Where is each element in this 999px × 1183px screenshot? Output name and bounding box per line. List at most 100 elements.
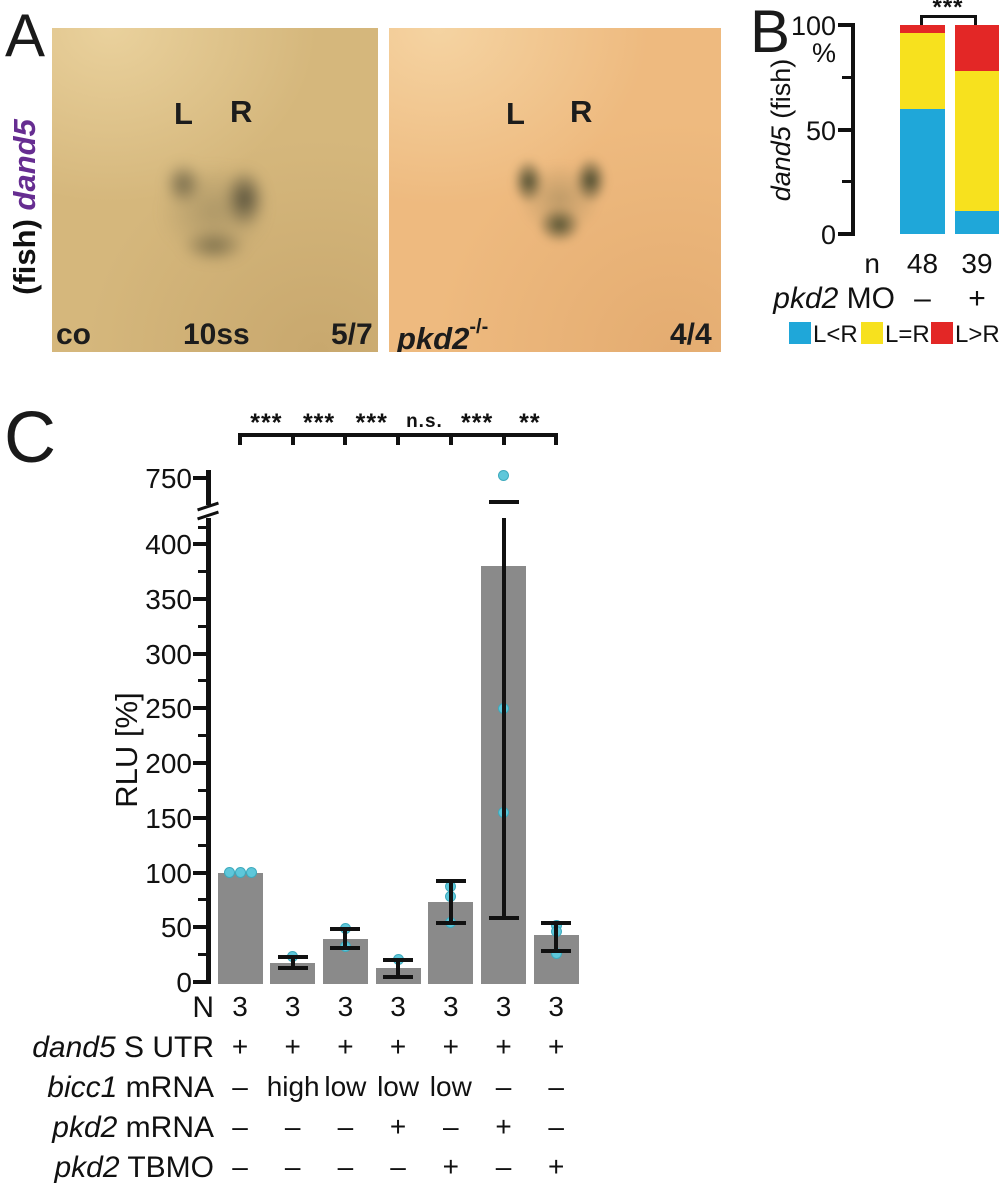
table-row-label: dand5 S UTR bbox=[32, 1031, 214, 1064]
panel-b-category-gene: pkd2 bbox=[773, 282, 839, 315]
panel-c-tick-label: 200 bbox=[145, 748, 192, 779]
table-cell: – bbox=[390, 1151, 406, 1182]
error-bar-line bbox=[396, 960, 401, 977]
table-cell: 3 bbox=[284, 991, 301, 1022]
legend-swatch-L<R bbox=[789, 322, 811, 344]
panel-b-sig-tick bbox=[974, 15, 977, 25]
legend-label-L>R: L>R bbox=[955, 321, 999, 348]
panel-b-category-value: + bbox=[968, 282, 986, 315]
panel-c-tick bbox=[193, 596, 206, 601]
panel-c-minor-tick bbox=[198, 788, 206, 792]
error-bar-cap bbox=[488, 916, 519, 921]
error-bar-line bbox=[343, 929, 348, 949]
data-point bbox=[498, 470, 509, 482]
panel-c-minor-tick bbox=[198, 624, 206, 628]
panel-c-sig-label: *** bbox=[355, 409, 388, 437]
left-marker-l: L bbox=[174, 96, 193, 131]
data-point bbox=[223, 867, 235, 878]
left-marker-r: R bbox=[230, 94, 253, 129]
panel-b-sig-line bbox=[920, 15, 977, 18]
table-row-label-gene: dand5 bbox=[32, 1031, 116, 1064]
panel-c-letter: C bbox=[4, 398, 56, 478]
stacked-bar-segment-L<R bbox=[954, 211, 999, 234]
panel-a-letter: A bbox=[5, 2, 46, 69]
table-cell: 3 bbox=[390, 991, 406, 1022]
error-bar-cap bbox=[541, 949, 572, 954]
stacked-bar-segment-L=R bbox=[954, 70, 999, 211]
panel-b-tick-label: 0 bbox=[820, 220, 836, 250]
panel-c-sig-tick bbox=[343, 433, 348, 445]
table-cell: + bbox=[495, 1031, 512, 1062]
panel-b-letter: B bbox=[750, 0, 791, 65]
panel-c-tick bbox=[193, 925, 206, 930]
panel-b-n-value: 48 bbox=[906, 248, 939, 279]
table-row-label-gene: pkd2 bbox=[54, 1151, 120, 1183]
table-cell: high bbox=[266, 1071, 320, 1102]
panel-c-minor-tick bbox=[198, 953, 206, 957]
table-cell: + bbox=[231, 1031, 249, 1062]
panel-c-tick bbox=[193, 815, 206, 820]
table-cell: + bbox=[284, 1031, 301, 1062]
panel-c-tick-label: 750 bbox=[145, 463, 192, 494]
stacked-bar-segment-L>R bbox=[900, 25, 945, 34]
panel-b-tick-label: 100 bbox=[790, 11, 836, 41]
panel-c-tick-label: 400 bbox=[145, 529, 192, 560]
panel-b-y-axis bbox=[851, 23, 855, 236]
table-cell: + bbox=[495, 1111, 512, 1142]
table-cell: – bbox=[232, 1071, 248, 1102]
panel-c-sig-tick bbox=[448, 433, 453, 445]
table-cell: – bbox=[232, 1111, 248, 1142]
panel-b-n-value: 39 bbox=[961, 248, 993, 279]
error-bar-cap bbox=[541, 920, 572, 925]
error-bar-cap bbox=[488, 499, 519, 504]
panel-c-sig-tick bbox=[396, 433, 401, 445]
table-row-label: pkd2 TBMO bbox=[54, 1151, 214, 1183]
panel-c-minor-tick bbox=[198, 843, 206, 847]
panel-c-tick-label: 350 bbox=[145, 583, 192, 615]
panel-c-minor-tick bbox=[198, 679, 206, 683]
panel-c-tick-label: 50 bbox=[160, 912, 192, 944]
panel-b-n-label: n bbox=[864, 248, 880, 279]
panel-c-sig-tick bbox=[290, 433, 295, 445]
panel-b-tick bbox=[838, 23, 851, 27]
panel-b-category-value: – bbox=[914, 282, 931, 315]
panel-c-sig-label: *** bbox=[461, 409, 494, 437]
panel-b-chart: dand5 (fish) 0 50 100% *** n 48 39 pkd2 MO – + L<R L… bbox=[0, 0, 999, 380]
panel-b-tick-label: 50 bbox=[805, 115, 836, 146]
data-point bbox=[234, 867, 246, 878]
bar bbox=[217, 872, 263, 984]
stacked-bar-segment-L>R bbox=[954, 25, 999, 71]
panel-c-tick bbox=[193, 651, 206, 656]
error-bar-cap bbox=[435, 879, 466, 884]
table-cell: – bbox=[495, 1151, 512, 1182]
table-row-label-gene: bicc1 bbox=[47, 1071, 118, 1104]
error-bar-cap bbox=[330, 927, 361, 932]
panel-b-minor-tick bbox=[842, 180, 851, 184]
right-fraction-label: 4/4 bbox=[670, 318, 712, 351]
table-cell: low bbox=[429, 1071, 472, 1102]
panel-c-tick bbox=[193, 870, 206, 875]
panel-b-minor-tick bbox=[842, 75, 851, 79]
error-bar-line bbox=[290, 956, 295, 968]
panel-b-tick bbox=[838, 127, 851, 132]
genotype-gene: pkd2 bbox=[397, 321, 470, 352]
error-bar-line bbox=[501, 518, 506, 919]
table-row-label: N bbox=[192, 991, 214, 1024]
table-cell: + bbox=[442, 1031, 459, 1062]
table-cell: 3 bbox=[548, 991, 564, 1022]
panel-c-tick-label: 150 bbox=[145, 802, 192, 834]
panel-c-tick-label: 0 bbox=[176, 967, 192, 998]
error-bar-line bbox=[554, 922, 559, 952]
panel-c-y-axis bbox=[206, 470, 211, 984]
stacked-bar-segment-L=R bbox=[900, 33, 945, 109]
table-cell: 3 bbox=[495, 991, 512, 1022]
right-genotype-label: pkd2-/- bbox=[397, 316, 488, 352]
panel-b-sig-label: *** bbox=[932, 0, 964, 21]
table-cell: – bbox=[284, 1111, 301, 1142]
embryo-stain-mutant bbox=[492, 140, 627, 258]
table-cell: + bbox=[548, 1151, 565, 1182]
panel-c-tick-label: 100 bbox=[145, 857, 192, 889]
panel-b-percent-label: % bbox=[811, 38, 836, 68]
panel-c-tick-label: 300 bbox=[145, 638, 192, 670]
stacked-bar-segment-L<R bbox=[900, 108, 945, 234]
